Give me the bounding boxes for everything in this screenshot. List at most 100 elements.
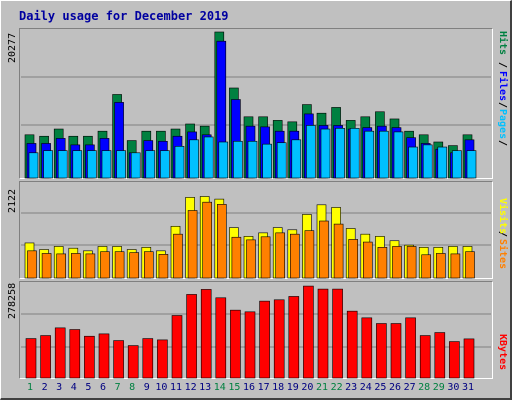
day-label-23: 23 [345,382,358,393]
pages-bar-day-4 [72,150,83,179]
sites-bar-day-20 [304,230,315,279]
day-label-13: 13 [199,382,212,393]
sites-bar-day-27 [406,246,417,279]
sites-bar-day-23 [348,239,359,279]
sites-bar-day-9 [144,251,154,279]
kbytes-bar-day-21 [317,288,329,379]
kbytes-bar-day-27 [405,317,416,379]
sites-bar-day-13 [202,201,212,279]
sites-bar-day-6 [100,251,110,279]
pages-bar-day-14 [218,141,229,179]
day-label-24: 24 [359,382,372,393]
day-label-5: 5 [85,382,92,393]
kbytes-bar-day-13 [200,289,212,379]
pages-bar-day-13 [203,136,214,179]
sites-bar-day-24 [362,241,373,279]
kbytes-bar-day-31 [463,338,475,379]
pages-bar-day-2 [43,150,53,179]
pages-bar-day-29 [437,146,448,179]
day-label-11: 11 [169,382,183,393]
day-label-2: 2 [41,382,48,393]
pages-bar-day-25 [379,130,389,179]
day-label-31: 31 [461,382,475,393]
day-label-20: 20 [301,382,314,393]
day-label-8: 8 [129,382,136,393]
sites-bar-day-31 [465,251,475,279]
sites-bar-day-7 [114,251,125,279]
sites-bar-day-22 [333,223,344,279]
day-label-15: 15 [228,382,241,393]
pages-bar-day-17 [262,143,272,179]
kbytes-bar-day-9 [142,338,154,379]
pages-bar-day-8 [130,152,141,179]
kbytes-bar-day-12 [186,294,197,379]
sites-bar-day-19 [289,233,300,279]
day-label-3: 3 [56,382,63,393]
kbytes-bar-day-14 [215,297,227,379]
sites-bar-day-5 [85,253,96,279]
sites-bar-day-12 [187,210,198,279]
kbytes-bar-day-15 [230,309,241,379]
day-label-25: 25 [374,382,387,393]
kbytes-bar-day-28 [419,335,431,379]
kbytes-bar-day-8 [127,345,139,379]
pages-bar-day-16 [247,140,258,179]
sites-bar-day-29 [435,253,446,279]
day-label-30: 30 [447,382,460,393]
pages-bar-day-27 [408,146,418,179]
kbytes-bar-day-25 [376,323,387,379]
kbytes-bar-day-3 [54,327,66,379]
day-label-18: 18 [272,382,285,393]
day-label-28: 28 [418,382,431,393]
day-label-7: 7 [114,382,121,393]
day-label-21: 21 [315,382,329,393]
day-label-14: 14 [213,382,226,393]
pages-bar-day-23 [349,128,360,179]
pages-bar-day-15 [233,140,243,179]
pages-bar-day-22 [335,128,345,179]
day-label-27: 27 [403,382,416,393]
chart-title: Daily usage for December 2019 [19,9,229,23]
kbytes-bar-day-4 [69,329,81,379]
pages-bar-day-19 [291,139,302,179]
sites-bar-day-8 [129,252,139,279]
pages-bar-day-28 [422,144,433,179]
kbytes-bar-day-7 [113,340,124,379]
pages-bar-day-11 [174,146,185,179]
day-label-10: 10 [155,382,168,393]
kbytes-bar-day-22 [332,288,343,379]
pages-bar-day-6 [101,150,112,179]
day-label-6: 6 [99,382,107,393]
day-label-16: 16 [242,382,256,393]
pages-bar-day-12 [189,139,199,179]
pages-bar-day-18 [276,142,287,179]
kbytes-bar-day-2 [40,335,51,379]
day-label-26: 26 [388,382,402,393]
day-label-12: 12 [184,382,197,393]
kbytes-bar-day-24 [361,317,373,379]
sites-bar-day-30 [450,253,461,279]
pages-bar-day-31 [466,150,477,179]
pages-bar-day-30 [452,150,462,179]
kbytes-bar-day-1 [25,338,37,379]
pages-bar-day-5 [87,150,97,179]
sites-bar-day-2 [41,253,52,279]
pages-bar-day-24 [364,130,375,179]
day-label-4: 4 [70,382,77,393]
sites-bar-day-11 [173,233,183,279]
pages-bar-day-9 [145,150,156,179]
day-label-22: 22 [330,382,343,393]
sites-bar-day-18 [275,232,286,279]
kbytes-bar-day-26 [390,323,402,379]
pages-bar-day-26 [393,131,404,179]
sites-bar-day-10 [158,254,169,279]
sites-bar-day-28 [421,254,432,279]
kbytes-bar-day-17 [259,300,270,379]
kbytes-bar-day-30 [449,341,460,379]
kbytes-bar-day-20 [303,285,314,379]
kbytes-bar-day-10 [157,339,168,379]
day-label-19: 19 [286,382,299,393]
pages-bar-day-7 [116,150,126,179]
day-label-9: 9 [143,382,150,393]
pages-bar-day-20 [306,125,316,179]
